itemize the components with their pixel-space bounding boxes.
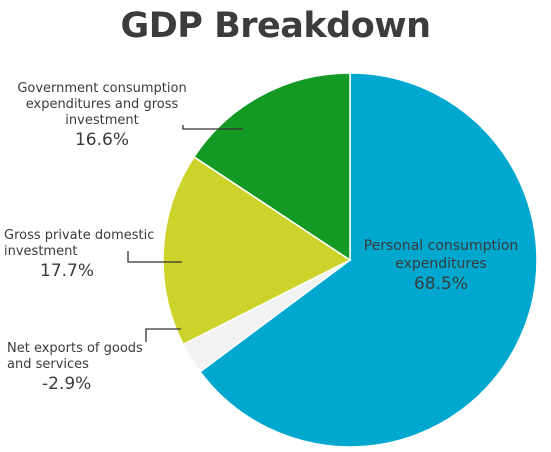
- label-investment-value: 17.7%: [40, 261, 95, 281]
- label-personal-consumption-name: Personal consumption expenditures: [363, 238, 519, 272]
- label-net-exports-value: -2.9%: [42, 374, 92, 394]
- label-personal-consumption: Personal consumption expenditures 68.5%: [356, 237, 526, 295]
- label-investment: Gross private domestic investment 17.7%: [4, 228, 174, 282]
- label-net-exports-name: Net exports of goods and services: [7, 341, 143, 372]
- label-government: Government consumption expenditures and …: [10, 81, 194, 151]
- label-government-name: Government consumption expenditures and …: [17, 81, 187, 128]
- label-net-exports: Net exports of goods and services -2.9%: [7, 341, 157, 395]
- label-government-value: 16.6%: [74, 130, 129, 150]
- label-personal-consumption-value: 68.5%: [413, 274, 468, 294]
- leader-investment: [127, 251, 182, 263]
- leader-government: [182, 125, 243, 130]
- leader-net-exports: [145, 328, 181, 342]
- slice-government: [192, 72, 351, 262]
- chart-title: GDP Breakdown: [120, 6, 431, 46]
- label-investment-name: Gross private domestic investment: [4, 228, 155, 259]
- slice-investment: [162, 155, 352, 346]
- slice-personal-consumption: [199, 72, 538, 448]
